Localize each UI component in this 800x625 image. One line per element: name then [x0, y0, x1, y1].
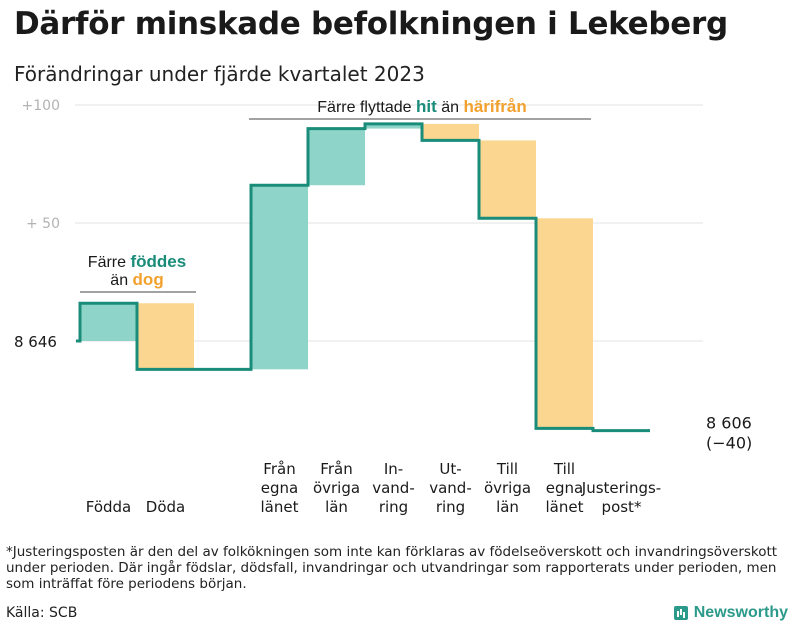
x-category-label: post*: [602, 498, 642, 516]
annotation-births-line1: Färre föddes: [88, 252, 186, 271]
x-category-label: övriga: [484, 479, 531, 497]
x-category-label: län: [325, 498, 348, 516]
start-value-label: 8 646: [14, 333, 57, 351]
x-category-label: Till: [496, 460, 518, 478]
bar-outflow: [479, 140, 536, 219]
chart-subtitle: Förändringar under fjärde kvartalet 2023: [14, 62, 425, 86]
x-category-label: Födda: [86, 498, 132, 516]
x-category-label: egna: [546, 479, 583, 497]
x-category-label: Döda: [146, 498, 185, 516]
x-category-label: vand-: [372, 479, 415, 497]
x-category-label: Från: [263, 460, 295, 478]
footnote: *Justeringsposten är den del av folkökni…: [6, 544, 778, 592]
bar-outflow: [536, 218, 593, 429]
x-category-label: länet: [546, 498, 584, 516]
end-change-label: (−40): [706, 434, 752, 453]
brand-logo[interactable]: Newsworthy: [673, 604, 788, 622]
newsworthy-icon: [673, 606, 688, 620]
bar-inflow: [80, 303, 137, 341]
y-tick-label: +100: [22, 98, 60, 114]
annotation-births-line2: än dog: [110, 270, 163, 289]
x-category-label: Justerings-: [581, 479, 661, 497]
x-category-label: länet: [261, 498, 299, 516]
x-category-label: egna: [261, 479, 298, 497]
bar-inflow: [365, 123, 422, 129]
bar-outflow: [137, 303, 194, 370]
brand-name: Newsworthy: [693, 604, 788, 621]
bar-inflow: [308, 128, 365, 186]
bar-outflow: [422, 123, 479, 141]
x-category-label: ring: [436, 498, 465, 516]
chart-title: Därför minskade befolkningen i Lekeberg: [14, 6, 728, 42]
x-category-label: övriga: [313, 479, 360, 497]
x-category-label: Från: [320, 460, 352, 478]
x-category-label: In-: [384, 460, 403, 478]
x-category-label: vand-: [429, 479, 472, 497]
step-line: [76, 122, 650, 433]
x-category-label: län: [496, 498, 519, 516]
source-label: Källa: SCB: [6, 605, 78, 621]
x-category-label: Ut-: [439, 460, 461, 478]
x-category-label: ring: [379, 498, 408, 516]
end-value-label: 8 606: [706, 414, 752, 433]
y-tick-label: + 50: [26, 216, 60, 232]
bar-inflow: [251, 185, 308, 370]
annotation-migration: Färre flyttade hit än härifrån: [317, 97, 526, 116]
x-category-label: Till: [553, 460, 575, 478]
